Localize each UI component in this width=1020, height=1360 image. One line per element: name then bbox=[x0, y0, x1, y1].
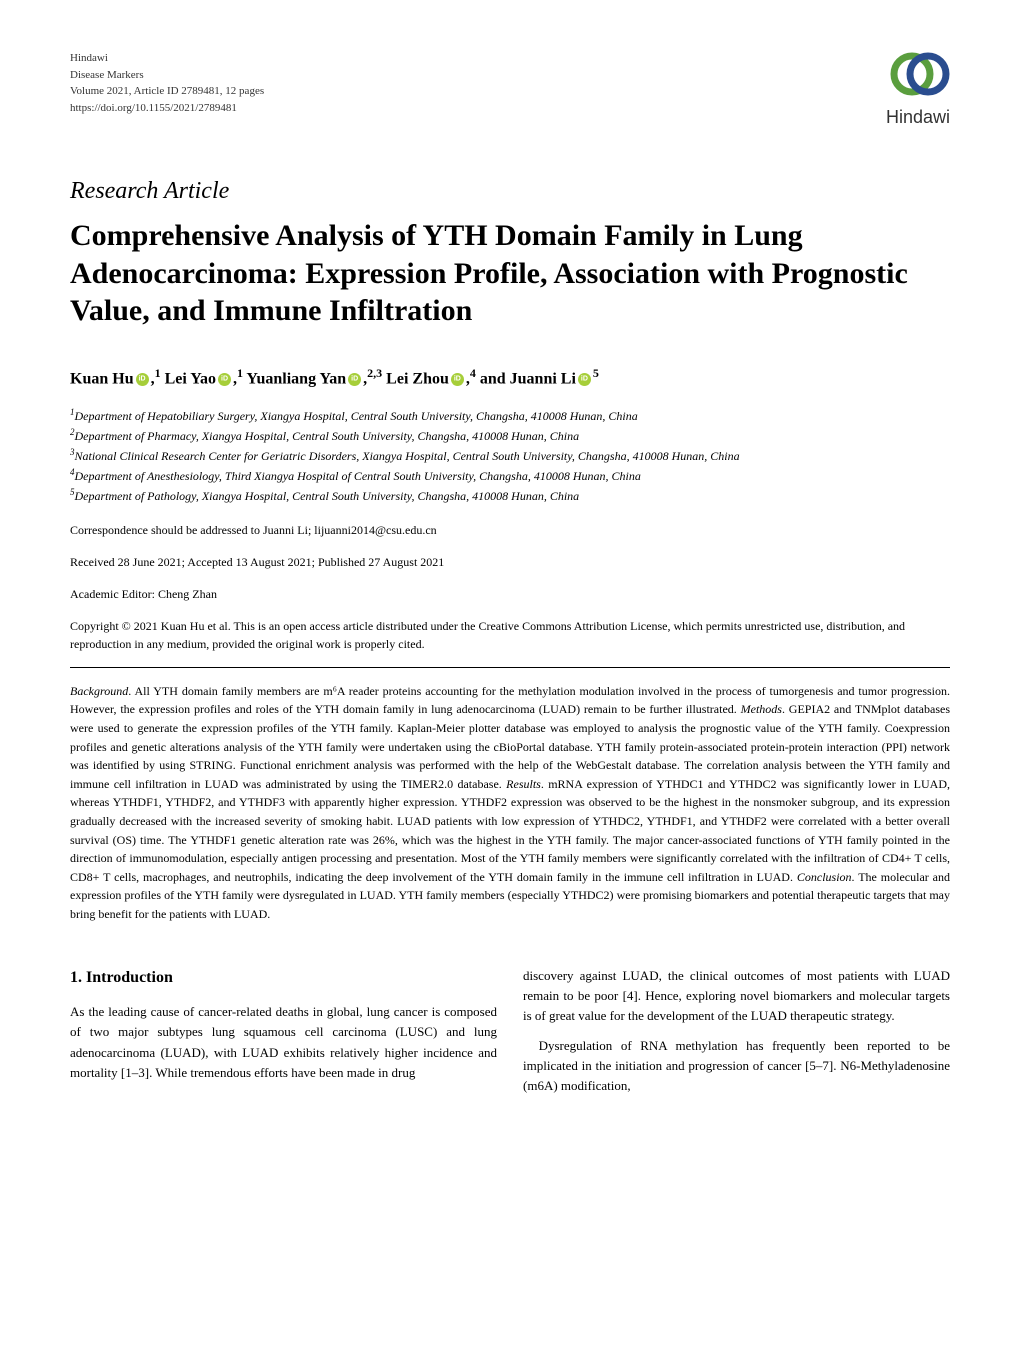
doi-link[interactable]: https://doi.org/10.1155/2021/2789481 bbox=[70, 100, 264, 117]
orcid-icon[interactable] bbox=[348, 373, 361, 386]
abstract: Background. All YTH domain family member… bbox=[70, 667, 950, 924]
author-5-aff: 5 bbox=[593, 366, 599, 380]
abstract-conclusion-label: Conclusion bbox=[797, 870, 852, 884]
author-3-aff: 2,3 bbox=[367, 366, 382, 380]
author-2-aff: 1 bbox=[237, 366, 243, 380]
affiliation-5: 5Department of Pathology, Xiangya Hospit… bbox=[70, 486, 950, 505]
author-4: Lei Zhou bbox=[386, 370, 449, 387]
left-column: 1. Introduction As the leading cause of … bbox=[70, 966, 497, 1097]
hindawi-logo-text: Hindawi bbox=[886, 107, 950, 128]
intro-continuation-2: Dysregulation of RNA methylation has fre… bbox=[523, 1036, 950, 1096]
author-4-aff: 4 bbox=[470, 366, 476, 380]
journal-info: Hindawi Disease Markers Volume 2021, Art… bbox=[70, 50, 264, 116]
author-1-aff: 1 bbox=[155, 366, 161, 380]
affiliations: 1Department of Hepatobiliary Surgery, Xi… bbox=[70, 406, 950, 505]
affiliation-1: 1Department of Hepatobiliary Surgery, Xi… bbox=[70, 406, 950, 425]
section-1-heading: 1. Introduction bbox=[70, 966, 497, 991]
authors-list: Kuan Hu,1 Lei Yao,1 Yuanliang Yan,2,3 Le… bbox=[70, 366, 950, 388]
hindawi-logo-icon bbox=[890, 50, 950, 103]
copyright-notice: Copyright © 2021 Kuan Hu et al. This is … bbox=[70, 617, 950, 653]
body-columns: 1. Introduction As the leading cause of … bbox=[70, 966, 950, 1097]
volume-info: Volume 2021, Article ID 2789481, 12 page… bbox=[70, 83, 264, 100]
author-3: Yuanliang Yan bbox=[246, 370, 346, 387]
and-text: and bbox=[480, 370, 506, 387]
publisher-name: Hindawi bbox=[70, 50, 264, 67]
abstract-results-label: Results bbox=[506, 777, 541, 791]
author-2: Lei Yao bbox=[165, 370, 216, 387]
header: Hindawi Disease Markers Volume 2021, Art… bbox=[70, 50, 950, 128]
affiliation-4: 4Department of Anesthesiology, Third Xia… bbox=[70, 466, 950, 485]
orcid-icon[interactable] bbox=[451, 373, 464, 386]
orcid-icon[interactable] bbox=[218, 373, 231, 386]
affiliation-3: 3National Clinical Research Center for G… bbox=[70, 446, 950, 465]
journal-name: Disease Markers bbox=[70, 67, 264, 84]
affiliation-2: 2Department of Pharmacy, Xiangya Hospita… bbox=[70, 426, 950, 445]
article-dates: Received 28 June 2021; Accepted 13 Augus… bbox=[70, 553, 950, 571]
publisher-logo: Hindawi bbox=[886, 50, 950, 128]
correspondence: Correspondence should be addressed to Ju… bbox=[70, 521, 950, 539]
author-5: Juanni Li bbox=[510, 370, 576, 387]
right-column: discovery against LUAD, the clinical out… bbox=[523, 966, 950, 1097]
orcid-icon[interactable] bbox=[578, 373, 591, 386]
abstract-methods-label: Methods bbox=[741, 702, 782, 716]
academic-editor: Academic Editor: Cheng Zhan bbox=[70, 585, 950, 603]
article-type: Research Article bbox=[70, 178, 950, 205]
intro-continuation-1: discovery against LUAD, the clinical out… bbox=[523, 966, 950, 1026]
abstract-background-label: Background bbox=[70, 684, 128, 698]
abstract-results: . mRNA expression of YTHDC1 and YTHDC2 w… bbox=[70, 777, 950, 884]
author-1: Kuan Hu bbox=[70, 370, 134, 387]
intro-paragraph-1: As the leading cause of cancer-related d… bbox=[70, 1002, 497, 1083]
orcid-icon[interactable] bbox=[136, 373, 149, 386]
article-title: Comprehensive Analysis of YTH Domain Fam… bbox=[70, 217, 950, 330]
